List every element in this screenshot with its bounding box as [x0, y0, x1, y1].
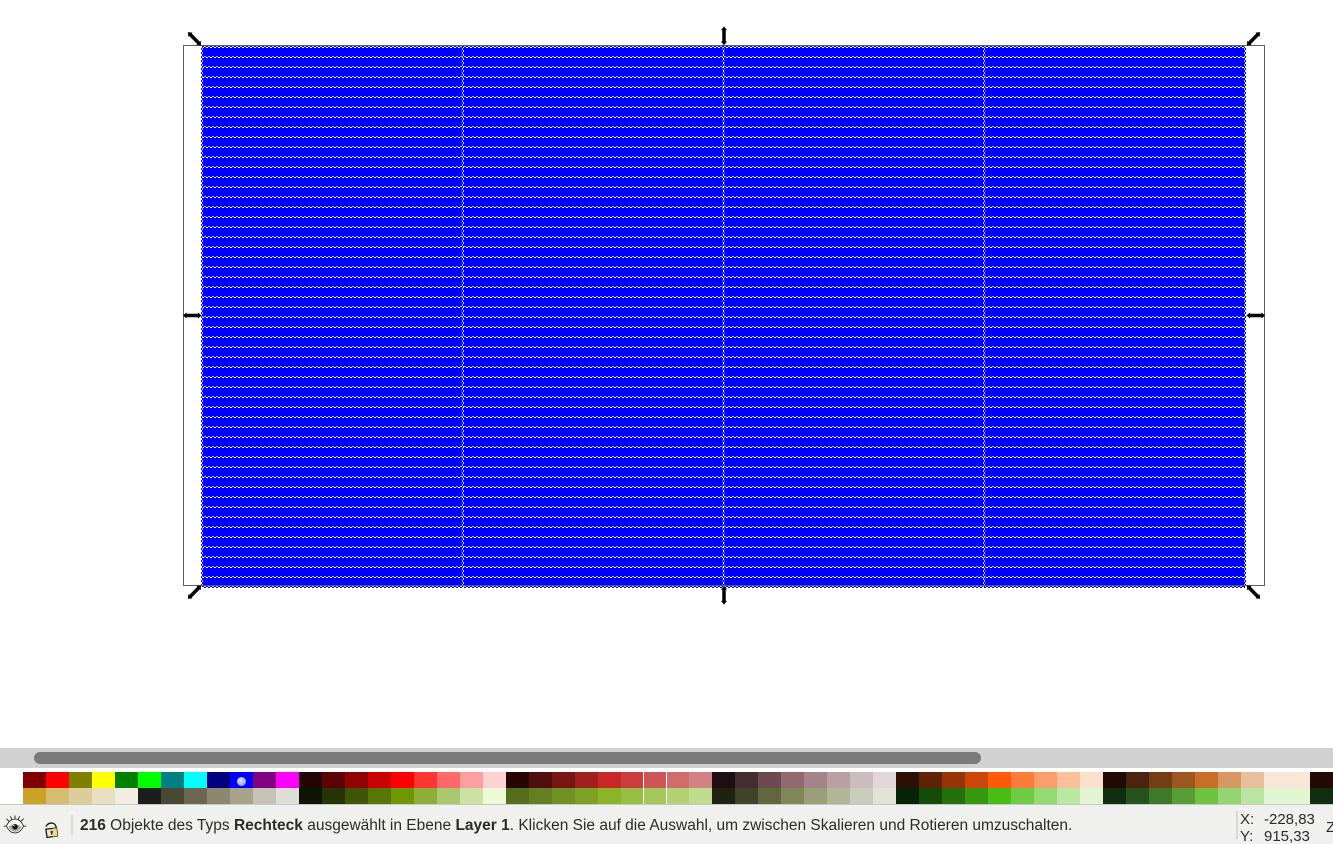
svg-text:-228,83: -228,83	[1264, 811, 1315, 828]
svg-text:Z: Z	[1326, 819, 1333, 836]
svg-text:Y:: Y:	[1240, 828, 1253, 844]
svg-text:X:: X:	[1240, 811, 1254, 828]
svg-text:216 Objekte des Typs Rechteck: 216 Objekte des Typs Rechteck ausgewählt…	[80, 817, 1072, 834]
svg-text:915,33: 915,33	[1264, 828, 1310, 844]
